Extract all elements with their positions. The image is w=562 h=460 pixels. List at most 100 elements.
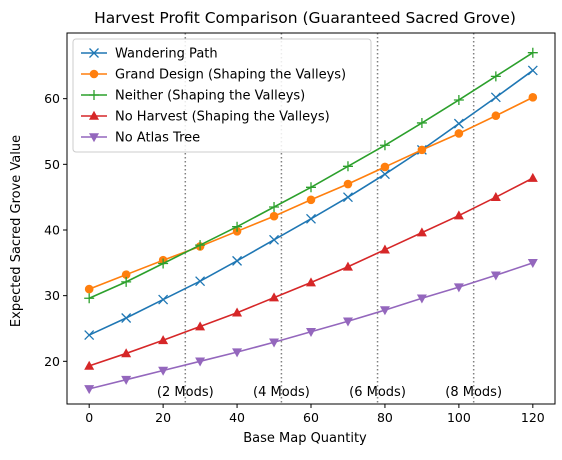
legend-label: Wandering Path <box>115 47 218 62</box>
data-point-marker <box>121 270 131 279</box>
legend-label: Grand Design (Shaping the Valleys) <box>115 68 346 83</box>
legend-item: Neither (Shaping the Valleys) <box>81 89 305 104</box>
data-point-marker <box>453 210 464 220</box>
data-point-marker <box>195 276 206 287</box>
legend-label: No Harvest (Shaping the Valleys) <box>115 110 330 125</box>
data-point-marker <box>527 47 538 58</box>
data-point-marker <box>491 111 501 121</box>
data-point-marker <box>453 283 464 293</box>
data-point-marker <box>379 244 390 254</box>
data-point-marker <box>454 129 464 138</box>
series-layer <box>84 47 538 395</box>
data-point-marker <box>84 284 94 294</box>
data-point-marker <box>379 306 390 316</box>
data-point-marker <box>158 294 169 305</box>
data-point-marker <box>89 48 99 58</box>
data-point-marker <box>269 292 280 302</box>
data-point-marker <box>84 385 95 395</box>
data-point-marker <box>490 271 501 281</box>
data-point-marker <box>343 192 353 203</box>
data-point-marker <box>490 191 501 201</box>
data-point-marker <box>121 313 132 323</box>
chart-title: Harvest Profit Comparison (Guaranteed Sa… <box>94 9 516 27</box>
data-point-marker <box>232 255 243 266</box>
mods-annotation: (6 Mods) <box>349 385 406 400</box>
legend-label: Neither (Shaping the Valleys) <box>115 89 305 104</box>
data-point-marker <box>84 330 95 341</box>
y-tick-label: 30 <box>44 288 60 303</box>
data-point-marker <box>342 161 353 172</box>
mods-annotation: (8 Mods) <box>445 385 502 400</box>
data-point-marker <box>89 110 99 120</box>
data-point-marker <box>232 307 243 317</box>
x-tick-label: 20 <box>155 410 171 425</box>
series-4 <box>84 259 538 395</box>
data-point-marker <box>342 317 353 327</box>
data-point-marker <box>306 277 316 287</box>
legend-item: Wandering Path <box>81 47 218 62</box>
legend-box <box>72 38 372 153</box>
data-point-marker <box>380 162 390 172</box>
data-point-marker <box>232 221 243 232</box>
data-point-marker <box>490 92 501 103</box>
x-tick-label: 0 <box>85 410 93 425</box>
x-tick-label: 60 <box>303 410 319 425</box>
data-point-marker <box>527 172 538 182</box>
data-point-marker <box>379 169 390 180</box>
data-point-marker <box>306 195 316 205</box>
data-point-marker <box>195 321 206 331</box>
series-0 <box>84 65 538 341</box>
plot-area: (2 Mods) (4 Mods) (6 Mods) (8 Mods) 0 20 40 60 8… <box>44 32 556 425</box>
y-tick-label: 40 <box>44 222 60 237</box>
mods-annotation: (2 Mods) <box>157 385 214 400</box>
data-point-marker <box>84 360 95 370</box>
data-point-marker <box>528 93 538 102</box>
data-point-marker <box>195 357 206 367</box>
y-tick-label: 20 <box>44 354 60 369</box>
x-tick-label: 120 <box>521 410 545 425</box>
data-point-marker <box>195 240 206 251</box>
data-point-marker <box>269 234 279 245</box>
data-point-marker <box>269 211 279 221</box>
x-tick-label: 100 <box>447 410 471 425</box>
data-point-marker <box>121 375 132 385</box>
legend-item: Grand Design (Shaping the Valleys) <box>81 68 346 83</box>
legend-label: No Atlas Tree <box>115 131 200 146</box>
data-point-marker <box>158 335 169 345</box>
y-axis-label: Expected Sacred Grove Value <box>9 135 24 327</box>
data-point-marker <box>306 213 316 224</box>
y-tick-label: 60 <box>44 91 60 106</box>
y-tick-label: 50 <box>44 157 60 172</box>
series-2 <box>84 47 538 304</box>
data-point-marker <box>89 69 99 79</box>
data-point-marker <box>343 179 353 189</box>
data-point-marker <box>89 90 99 100</box>
data-point-marker <box>158 258 169 269</box>
data-point-marker <box>306 327 316 337</box>
x-axis-label: Base Map Quantity <box>243 431 367 446</box>
data-point-marker <box>306 182 316 193</box>
data-point-marker <box>232 348 243 358</box>
x-tick-label: 80 <box>377 410 393 425</box>
data-point-marker <box>453 118 464 129</box>
data-point-marker <box>379 140 390 151</box>
data-point-marker <box>89 133 99 143</box>
data-point-marker <box>84 293 95 304</box>
legend: Wandering Path Grand Design (Shaping the … <box>72 38 372 153</box>
data-point-marker <box>158 366 169 376</box>
data-point-marker <box>490 71 501 82</box>
data-point-marker <box>527 65 538 76</box>
data-point-marker <box>416 294 427 304</box>
x-tick-label: 40 <box>229 410 245 425</box>
data-point-marker <box>453 94 464 105</box>
mods-annotation: (4 Mods) <box>253 385 310 400</box>
data-point-marker <box>416 117 427 128</box>
data-point-marker <box>342 261 353 271</box>
data-point-marker <box>527 259 538 269</box>
data-point-marker <box>269 338 280 348</box>
legend-item: No Atlas Tree <box>81 131 200 146</box>
data-point-marker <box>121 276 132 287</box>
series-3 <box>84 172 538 370</box>
